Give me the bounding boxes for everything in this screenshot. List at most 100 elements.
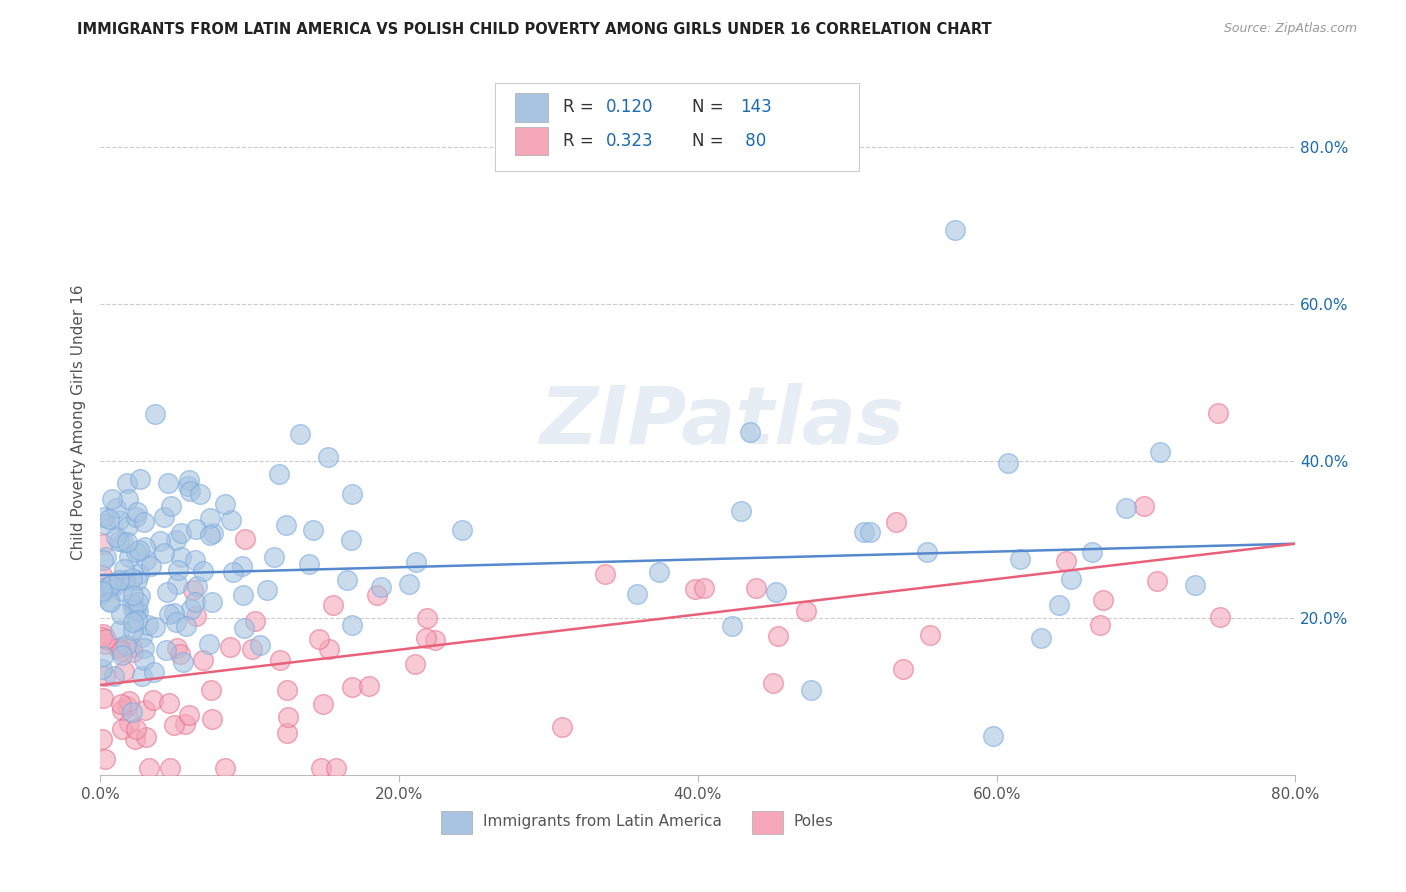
Point — [425, 633, 447, 648]
Point — [232, 621, 254, 635]
Point — [125, 573, 148, 587]
Point — [200, 683, 222, 698]
Point — [125, 613, 148, 627]
FancyBboxPatch shape — [515, 94, 548, 121]
Point — [157, 476, 180, 491]
Point — [115, 698, 138, 713]
Point — [139, 558, 162, 573]
Point — [263, 549, 285, 564]
Point — [235, 532, 257, 546]
Point — [105, 530, 128, 544]
Point — [124, 544, 146, 558]
Point — [298, 558, 321, 572]
Point — [165, 533, 187, 548]
Point — [93, 581, 115, 595]
Point — [309, 760, 332, 774]
Point — [159, 696, 181, 710]
Point — [1149, 445, 1171, 459]
Point — [176, 479, 198, 493]
Point — [1081, 545, 1104, 559]
Point — [1054, 554, 1077, 568]
Point — [765, 584, 787, 599]
Point — [186, 522, 208, 536]
Point — [214, 760, 236, 774]
Point — [745, 581, 768, 595]
Point — [112, 664, 135, 678]
Point — [155, 642, 177, 657]
Point — [127, 595, 149, 609]
Point — [94, 517, 117, 532]
Point — [90, 662, 112, 676]
Point — [316, 450, 339, 464]
FancyBboxPatch shape — [515, 128, 548, 155]
Point — [276, 726, 298, 740]
Point — [762, 676, 785, 690]
Point — [117, 519, 139, 533]
Point — [97, 579, 120, 593]
Point — [128, 472, 150, 486]
Point — [859, 524, 882, 539]
Point — [110, 698, 132, 712]
Point — [153, 545, 176, 559]
Point — [90, 568, 112, 582]
Point — [115, 639, 138, 653]
Point — [201, 595, 224, 609]
Point — [1115, 500, 1137, 515]
Point — [915, 544, 938, 558]
Point — [134, 641, 156, 656]
Point — [240, 641, 263, 656]
Point — [174, 618, 197, 632]
Y-axis label: Child Poverty Among Girls Under 16: Child Poverty Among Girls Under 16 — [72, 285, 86, 559]
Point — [149, 533, 172, 548]
Point — [124, 600, 146, 615]
Point — [186, 579, 208, 593]
Point — [103, 579, 125, 593]
Point — [131, 669, 153, 683]
Text: Poles: Poles — [793, 814, 834, 829]
Point — [200, 510, 222, 524]
Point — [357, 679, 380, 693]
Point — [322, 599, 344, 613]
Point — [693, 581, 716, 595]
Point — [94, 752, 117, 766]
Point — [626, 587, 648, 601]
Point — [184, 552, 207, 566]
Point — [269, 467, 291, 482]
Point — [366, 588, 388, 602]
Point — [159, 760, 181, 774]
Point — [799, 683, 821, 698]
Point — [135, 730, 157, 744]
Point — [156, 585, 179, 599]
Point — [336, 573, 359, 587]
Point — [98, 595, 121, 609]
Point — [981, 729, 1004, 743]
Point — [122, 615, 145, 630]
Point — [231, 558, 253, 573]
Text: Source: ZipAtlas.com: Source: ZipAtlas.com — [1223, 22, 1357, 36]
Point — [340, 618, 363, 632]
Point — [94, 632, 117, 646]
Point — [91, 537, 114, 551]
Point — [127, 505, 149, 519]
Point — [94, 549, 117, 564]
Point — [101, 491, 124, 506]
Point — [450, 524, 472, 538]
Point — [274, 518, 297, 533]
Point — [170, 550, 193, 565]
Point — [1031, 632, 1053, 646]
Point — [222, 566, 245, 580]
Point — [121, 596, 143, 610]
Point — [100, 578, 122, 592]
Point — [118, 715, 141, 730]
Point — [118, 549, 141, 564]
Point — [163, 606, 186, 620]
Point — [115, 534, 138, 549]
Point — [121, 571, 143, 585]
Point — [143, 407, 166, 421]
Point — [738, 425, 761, 439]
FancyBboxPatch shape — [495, 83, 859, 171]
Point — [180, 602, 202, 616]
Point — [167, 563, 190, 577]
Point — [104, 500, 127, 515]
Text: R =: R = — [562, 98, 599, 116]
